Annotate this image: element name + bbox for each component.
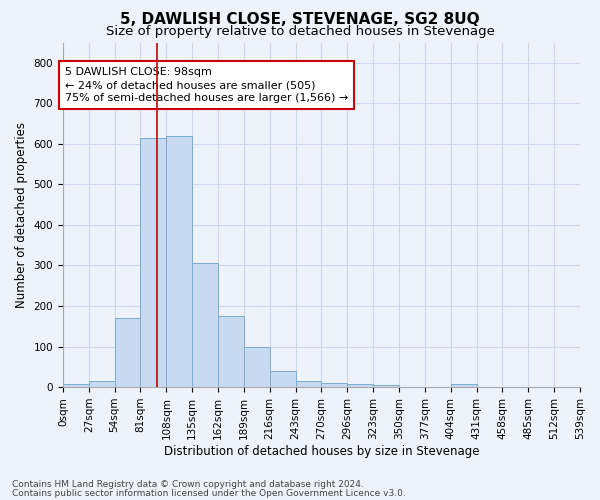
Bar	[322, 383, 347, 387]
Text: Contains public sector information licensed under the Open Government Licence v3: Contains public sector information licen…	[12, 488, 406, 498]
Y-axis label: Number of detached properties: Number of detached properties	[15, 122, 28, 308]
Bar	[296, 381, 322, 387]
Bar	[192, 264, 218, 387]
Text: 5 DAWLISH CLOSE: 98sqm
← 24% of detached houses are smaller (505)
75% of semi-de: 5 DAWLISH CLOSE: 98sqm ← 24% of detached…	[65, 67, 348, 103]
Bar	[218, 316, 244, 387]
Bar	[89, 381, 115, 387]
Bar	[166, 136, 192, 387]
Bar	[244, 346, 270, 387]
Bar	[347, 384, 373, 387]
Bar	[140, 138, 166, 387]
Bar	[115, 318, 140, 387]
Text: Contains HM Land Registry data © Crown copyright and database right 2024.: Contains HM Land Registry data © Crown c…	[12, 480, 364, 489]
Bar	[270, 371, 296, 387]
Bar	[63, 384, 89, 387]
Bar	[451, 384, 476, 387]
Bar	[373, 385, 399, 387]
X-axis label: Distribution of detached houses by size in Stevenage: Distribution of detached houses by size …	[164, 444, 479, 458]
Text: 5, DAWLISH CLOSE, STEVENAGE, SG2 8UQ: 5, DAWLISH CLOSE, STEVENAGE, SG2 8UQ	[120, 12, 480, 28]
Text: Size of property relative to detached houses in Stevenage: Size of property relative to detached ho…	[106, 25, 494, 38]
